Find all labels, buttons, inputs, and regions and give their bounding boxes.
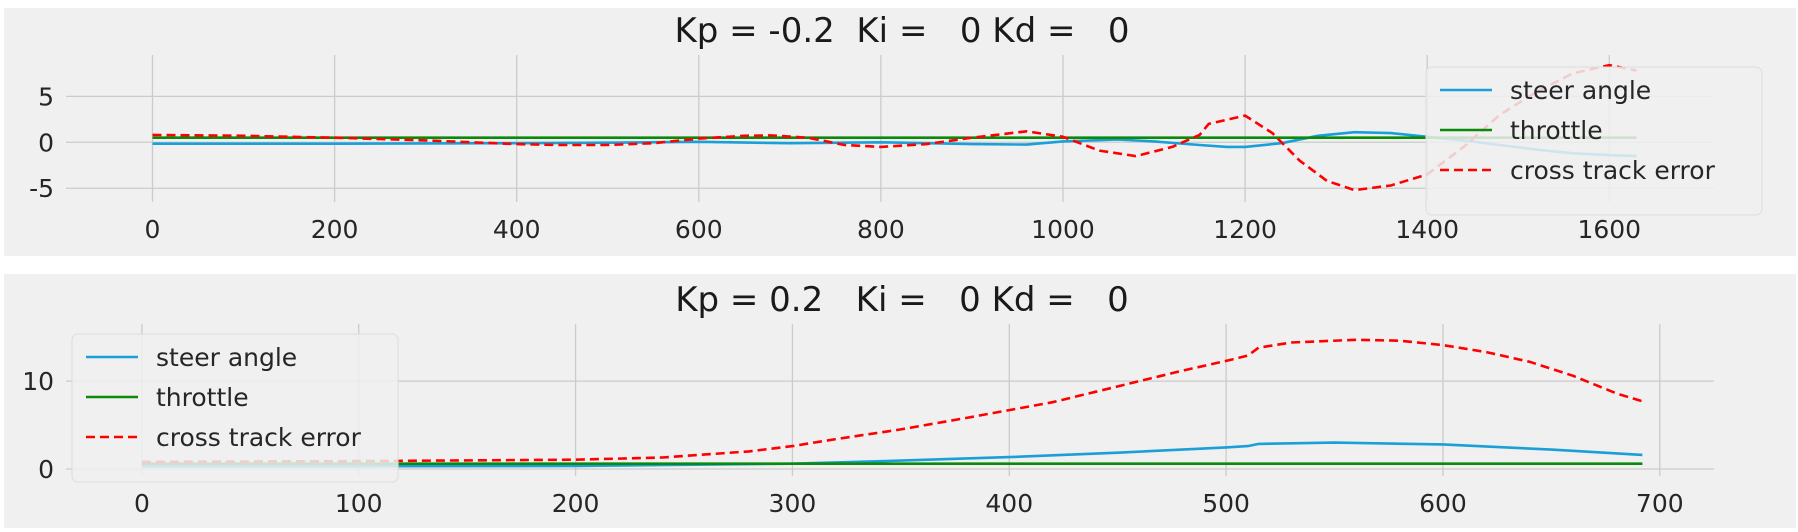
top-chart-x-tick-label: 1000 xyxy=(1031,215,1095,244)
top-chart-y-tick-labels: -5 0 5 xyxy=(29,82,54,203)
top-chart-x-tick-label: 800 xyxy=(857,215,905,244)
bottom-chart-legend-label: steer angle xyxy=(156,343,297,372)
top-chart-x-tick-label: 400 xyxy=(493,215,541,244)
top-chart-legend-label: throttle xyxy=(1510,116,1603,145)
bottom-chart-y-tick-labels: 0 10 xyxy=(22,367,54,484)
bottom-chart-x-tick-labels: 0 100 200 300 400 500 600 700 xyxy=(134,489,1684,518)
bottom-chart-series-cross-track-error xyxy=(141,338,1643,464)
top-chart-x-tick-label: 600 xyxy=(675,215,723,244)
bottom-chart-panel: 0 100 200 300 400 500 600 700 0 10 Kp = 0.2 Ki =… xyxy=(4,274,1796,528)
bottom-chart-series-steer-angle xyxy=(141,441,1643,468)
bottom-chart-x-tick-label: 600 xyxy=(1419,489,1467,518)
bottom-chart-x-tick-label: 500 xyxy=(1202,489,1250,518)
top-chart-x-tick-label: 0 xyxy=(145,215,161,244)
bottom-chart-x-tick-label: 300 xyxy=(769,489,817,518)
top-chart-y-tick-label: 5 xyxy=(38,82,54,111)
top-chart-legend-box xyxy=(1425,66,1763,216)
top-chart-legend-label: steer angle xyxy=(1510,76,1651,105)
bottom-chart-y-tick-label: 0 xyxy=(38,455,54,484)
top-chart-x-tick-label: 1400 xyxy=(1395,215,1459,244)
bottom-chart-x-tick-label: 700 xyxy=(1636,489,1684,518)
bottom-chart-x-tick-label: 200 xyxy=(552,489,600,518)
bottom-chart-legend-label: throttle xyxy=(156,383,249,412)
bottom-chart-x-tick-label: 100 xyxy=(335,489,383,518)
top-chart-x-tick-label: 1200 xyxy=(1213,215,1277,244)
top-chart-x-tick-label: 200 xyxy=(311,215,359,244)
top-chart-legend-label: cross track error xyxy=(1510,156,1716,185)
bottom-chart-legend-box xyxy=(71,333,399,483)
bottom-chart-legend-label: cross track error xyxy=(156,423,362,452)
top-chart-x-tick-label: 1600 xyxy=(1577,215,1641,244)
bottom-chart-legend: steer angle throttle cross track error xyxy=(71,333,399,483)
top-chart-panel: 0 200 400 600 800 1000 1200 1400 1600 -5 0 5 Kp = … xyxy=(4,8,1796,256)
bottom-chart-x-tick-label: 400 xyxy=(985,489,1033,518)
top-chart-x-tick-labels: 0 200 400 600 800 1000 1200 1400 1600 xyxy=(145,215,1642,244)
bottom-chart-y-tick-label: 10 xyxy=(22,367,54,396)
top-chart-legend: steer angle throttle cross track error xyxy=(1425,66,1763,216)
top-chart-y-tick-label: 0 xyxy=(38,128,54,157)
bottom-chart-x-tick-label: 0 xyxy=(134,489,150,518)
top-chart-title: Kp = -0.2 Ki = 0 Kd = 0 xyxy=(674,11,1129,51)
top-chart-y-tick-label: -5 xyxy=(29,174,54,203)
bottom-chart-title: Kp = 0.2 Ki = 0 Kd = 0 xyxy=(675,280,1129,320)
